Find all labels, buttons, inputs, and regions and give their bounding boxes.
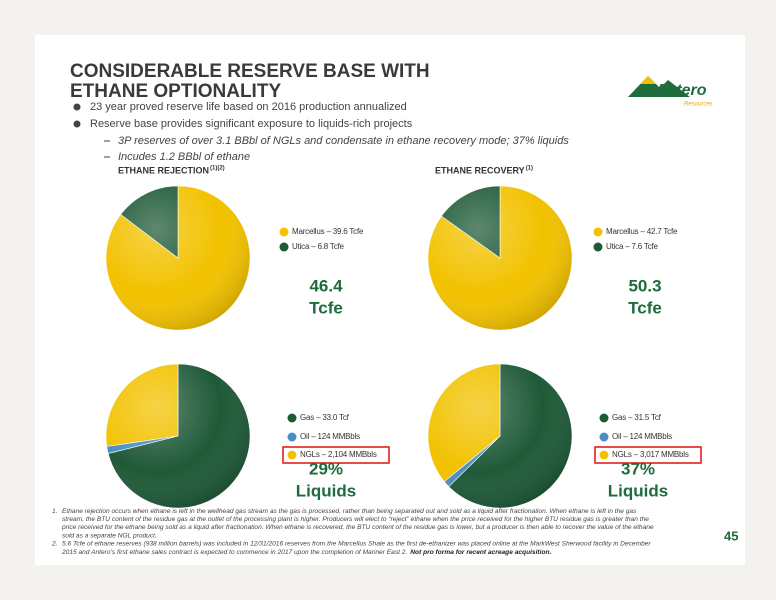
legend-marker (599, 450, 609, 460)
annotation: Liquids (296, 481, 356, 500)
bullet-dot (73, 120, 81, 128)
title-line: CONSIDERABLE RESERVE BASE WITH (70, 61, 430, 82)
footnote-line: price received for the ethane being sold… (61, 524, 654, 531)
title-line: ETHANE OPTIONALITY (70, 81, 281, 102)
legend-label: NGLs – 2,104 MMBbls (300, 450, 377, 459)
sub-bullet: 3P reserves of over 3.1 BBbl of NGLs and… (118, 135, 569, 147)
footnote-number: 1. (52, 508, 58, 515)
highlight-box (282, 446, 390, 464)
bullet: 23 year proved reserve life based on 201… (90, 101, 407, 113)
bullet: Reserve base provides significant exposu… (90, 118, 413, 130)
annotation: 37% (621, 459, 655, 478)
footnote-line: 2015 and Antero’s first ethane sales con… (61, 549, 407, 556)
logo: Antero Resources (628, 76, 713, 108)
chart-title: ETHANE REJECTION (118, 165, 209, 175)
annotation: 46.4 (309, 276, 343, 295)
legend-marker (287, 413, 297, 423)
chart-title: ETHANE RECOVERY (435, 165, 525, 175)
annotation: Tcfe (309, 298, 343, 317)
footnote-line: stream, the BTU content of the residue g… (62, 516, 649, 523)
legend-label: Oil – 124 MMBbls (300, 432, 360, 441)
highlight-box (594, 446, 702, 464)
footnote-line: Ethane rejection occurs when ethane is l… (62, 508, 637, 515)
legend-label: Gas – 33.0 Tcf (300, 413, 350, 422)
legend-label: Marcellus – 42.7 Tcfe (606, 227, 678, 236)
footnote-number: 2. (51, 541, 58, 548)
legend-marker (287, 450, 297, 460)
legend-marker (599, 413, 609, 423)
legend-label: Utica – 6.8 Tcfe (292, 242, 345, 251)
legend-label: Utica – 7.6 Tcfe (606, 242, 659, 251)
legend-marker (599, 432, 609, 442)
annotation: 50.3 (628, 276, 661, 295)
legend-label: NGLs – 3,017 MMBbls (612, 450, 689, 459)
chart-title-sup: (1)(2) (210, 166, 225, 172)
legend-marker (279, 227, 289, 237)
annotation: Tcfe (628, 298, 662, 317)
legend-label: Gas – 31.5 Tcf (612, 413, 662, 422)
legend-label: Marcellus – 39.6 Tcfe (292, 227, 364, 236)
logo-peak (640, 76, 656, 84)
legend-marker (593, 227, 603, 237)
logo-subtext: Resources (684, 102, 713, 108)
annotation: Liquids (608, 481, 668, 500)
sub-bullet: Incudes 1.2 BBbl of ethane (118, 151, 250, 163)
footnote-line: sold as a separate NGL product. (62, 532, 157, 539)
footnote-bold: Not pro forma for recent acreage acquisi… (410, 549, 551, 556)
legend-marker (287, 432, 297, 442)
page-number: 45 (724, 528, 738, 543)
annotation: 29% (309, 459, 343, 478)
legend-label: Oil – 124 MMBbls (612, 432, 672, 441)
legend-marker (279, 242, 289, 252)
bullet-dot (73, 103, 81, 111)
chart-title-sup: (1) (526, 166, 533, 172)
legend-marker (593, 242, 603, 252)
footnote-line: 5.6 Tcfe of ethane reserves (938 million… (62, 541, 651, 548)
logo-text: Antero (654, 82, 707, 99)
